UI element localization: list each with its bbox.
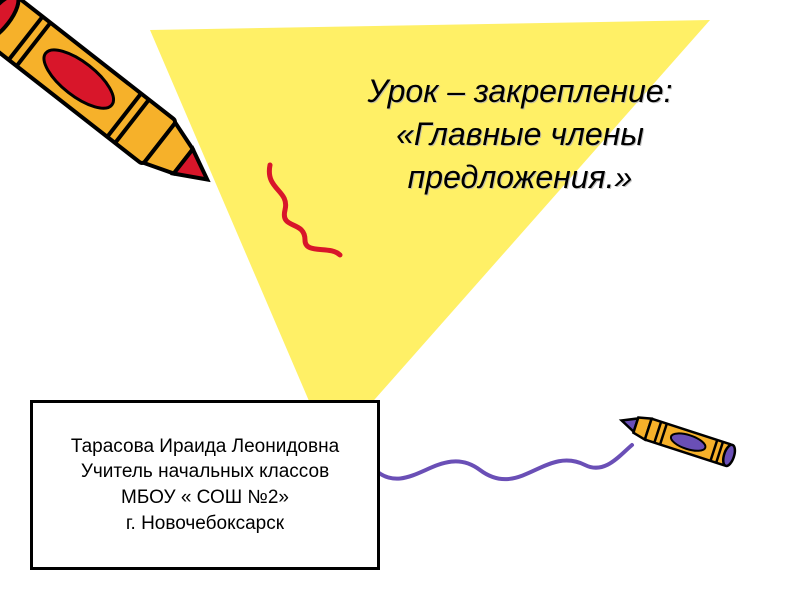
author-name: Тарасова Ираида Леонидовна xyxy=(71,434,339,460)
title-line-2: «Главные члены xyxy=(300,113,740,156)
small-crayon-endcap xyxy=(721,443,737,467)
title-line-1: Урок – закрепление: xyxy=(300,70,740,113)
crayon-band xyxy=(716,442,723,463)
crayon-band xyxy=(115,100,149,143)
crayon-band xyxy=(107,94,141,137)
crayon-label-oval xyxy=(35,40,122,119)
purple-trail xyxy=(375,445,632,479)
title-line-3: предложения.» xyxy=(300,156,740,199)
crayon-band xyxy=(9,17,43,60)
slide-title: Урок – закрепление: «Главные члены предл… xyxy=(300,70,740,200)
crayon-band xyxy=(710,440,717,461)
author-school: МБОУ « СОШ №2» xyxy=(121,485,289,511)
crayon-endcap xyxy=(0,0,24,45)
author-box: Тарасова Ираида Леонидовна Учитель начал… xyxy=(30,400,380,570)
author-city: г. Новочебоксарск xyxy=(126,511,284,537)
crayon-band xyxy=(17,23,51,66)
author-role: Учитель начальных классов xyxy=(81,459,329,485)
